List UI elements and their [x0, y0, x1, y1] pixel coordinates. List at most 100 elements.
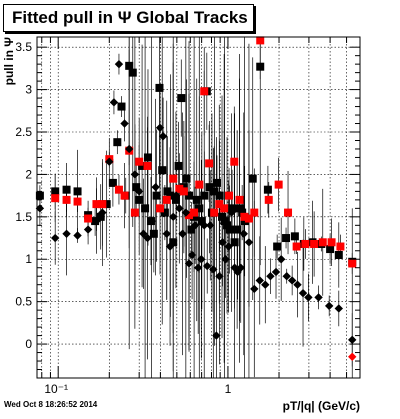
black-square-point [210, 187, 219, 196]
black-diamond-point [83, 225, 93, 234]
black-diamond-point [255, 276, 264, 285]
black-diamond-point [203, 261, 212, 271]
black-diamond-point [125, 144, 134, 154]
black-square-point [62, 185, 71, 194]
black-diamond-point [178, 229, 187, 238]
black-square-point [138, 161, 147, 170]
red-square-point [240, 212, 249, 221]
y-tick-label: 3 [25, 83, 32, 97]
black-square-point [190, 212, 199, 221]
black-diamond-point [244, 238, 254, 247]
black-diamond-point [155, 123, 165, 132]
red-square-point [244, 214, 253, 223]
black-diamond-point [298, 288, 308, 298]
black-square-point [155, 83, 164, 92]
black-diamond-point [130, 170, 140, 179]
x-tick-label: 1 [225, 382, 232, 396]
black-diamond-point [175, 204, 184, 213]
black-square-point [195, 204, 204, 213]
black-square-point [160, 208, 169, 217]
black-diamond-point [239, 229, 248, 238]
red-square-point [284, 208, 293, 217]
black-diamond-point [250, 284, 259, 294]
red-square-point [348, 259, 357, 268]
black-diamond-point [92, 216, 101, 226]
black-diamond-point [109, 98, 119, 107]
black-square-point [326, 245, 335, 254]
red-square-point [185, 211, 194, 220]
black-square-point [197, 217, 206, 226]
red-square-point [169, 174, 178, 183]
black-diamond-point [98, 208, 107, 217]
black-square-point [143, 153, 152, 162]
red-square-point [250, 208, 259, 217]
red-square-point [256, 36, 265, 45]
red-square-point [190, 208, 199, 217]
red-square-point [264, 195, 273, 204]
black-square-point [185, 191, 194, 200]
black-square-point [212, 178, 221, 187]
red-square-point [215, 200, 224, 209]
red-square-point [292, 242, 301, 251]
y-tick-label: 3.5 [15, 40, 32, 54]
black-diamond-point [151, 182, 160, 192]
black-square-point [113, 138, 122, 147]
black-square-point [263, 185, 272, 194]
red-square-point [114, 185, 123, 194]
black-square-point [200, 191, 209, 200]
black-square-point [35, 191, 44, 200]
red-square-point [162, 195, 171, 204]
black-diamond-point [165, 242, 175, 251]
red-diamond-point [348, 352, 357, 361]
black-square-point [223, 221, 232, 230]
black-diamond-point [287, 276, 297, 285]
black-square-point [235, 204, 244, 213]
black-diamond-point [261, 280, 270, 289]
x-axis-label: pT/|q| (GeV/c) [283, 399, 360, 413]
black-diamond-point [324, 301, 334, 311]
black-square-point [132, 183, 141, 192]
black-square-point [102, 200, 111, 209]
black-diamond-point [181, 208, 191, 217]
black-diamond-point [334, 304, 343, 313]
black-diamond-point [143, 233, 152, 243]
black-diamond-point [50, 233, 60, 243]
black-square-point [182, 174, 191, 183]
black-square-point [187, 225, 196, 234]
red-square-point [143, 161, 152, 170]
black-diamond-point [147, 216, 156, 226]
red-square-point [92, 200, 101, 209]
black-square-point [108, 178, 117, 187]
black-diamond-point [134, 187, 144, 196]
y-tick-label: 2 [25, 167, 32, 181]
black-square-point [334, 251, 343, 260]
black-diamond-point [187, 250, 197, 260]
y-tick-label: 1 [25, 252, 32, 266]
red-square-point [301, 239, 310, 248]
black-square-point [205, 183, 214, 192]
black-diamond-point [236, 263, 245, 272]
red-square-point [310, 239, 319, 248]
black-square-point [152, 191, 161, 200]
red-square-point [179, 187, 188, 196]
black-square-point [238, 208, 247, 217]
black-square-point [166, 191, 175, 200]
black-square-point [290, 232, 299, 241]
black-diamond-point [266, 272, 275, 281]
black-square-point [225, 225, 234, 234]
black-diamond-point [73, 231, 82, 240]
black-square-point [125, 61, 134, 70]
red-square-point [220, 204, 229, 213]
red-square-point [73, 197, 82, 206]
black-diamond-point [120, 119, 129, 128]
black-square-point [256, 62, 265, 71]
black-diamond-point [62, 229, 71, 238]
black-square-point [117, 102, 126, 111]
black-square-point [158, 166, 167, 175]
y-tick-label: 0 [25, 337, 32, 351]
black-square-point [240, 217, 249, 226]
timestamp-footer: Wed Oct 8 18:26:52 2014 [4, 400, 98, 409]
red-square-point [225, 191, 234, 200]
black-square-point [215, 191, 224, 200]
plot-frame [36, 36, 361, 379]
